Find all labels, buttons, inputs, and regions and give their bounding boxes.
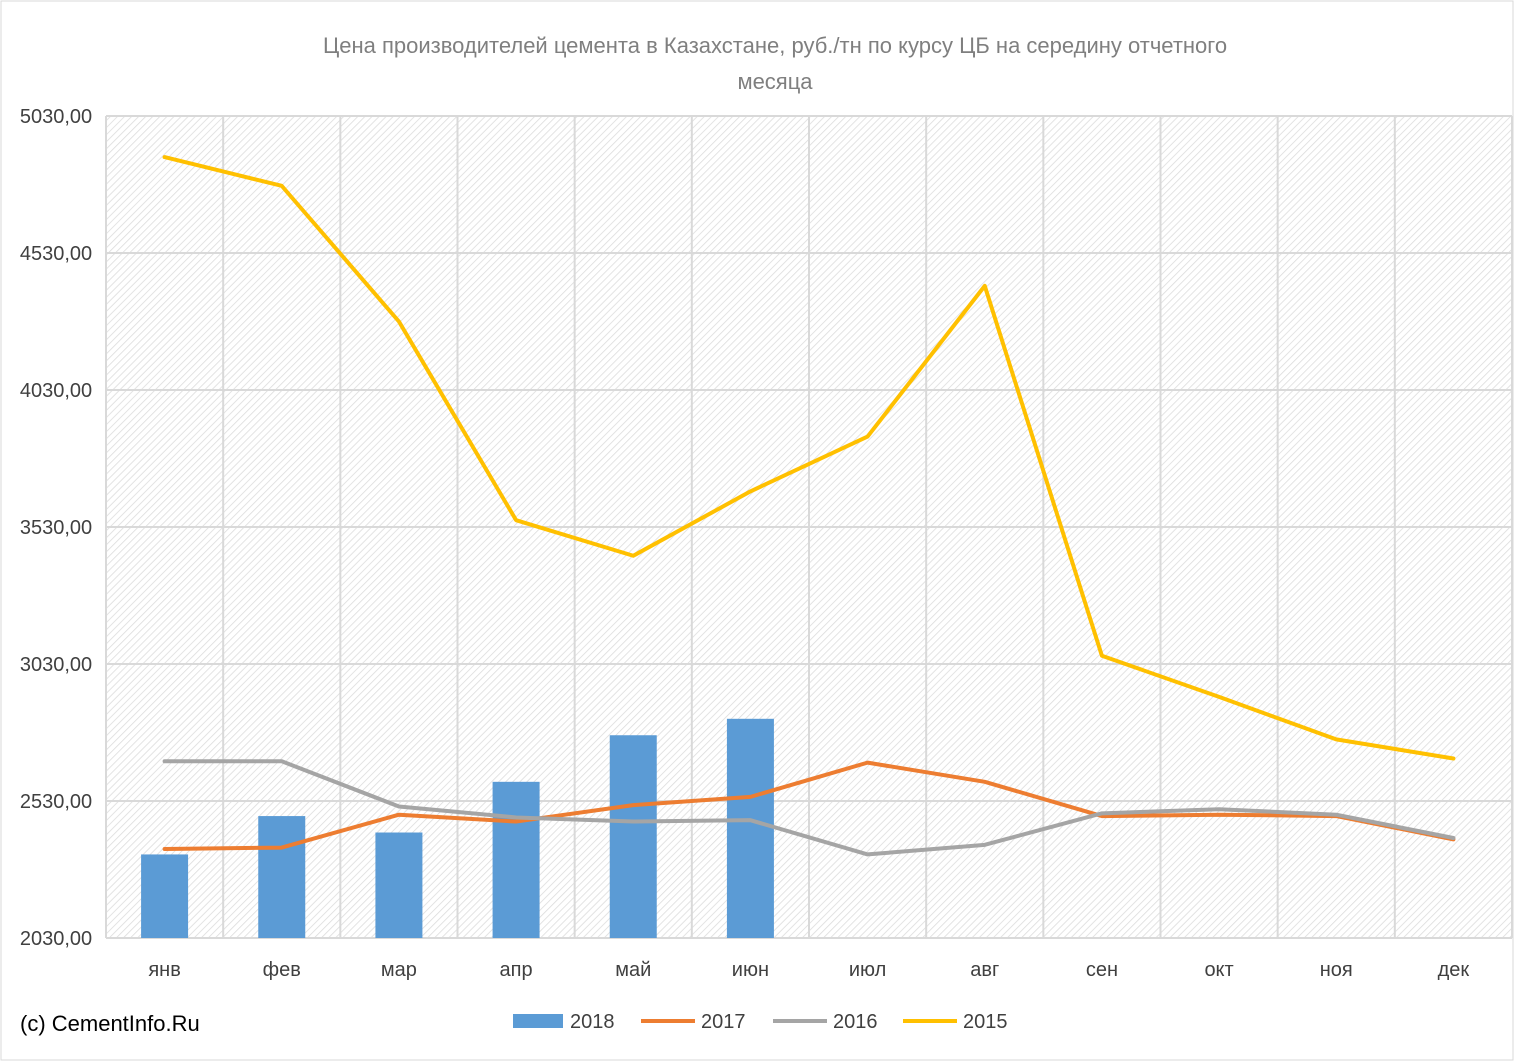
x-tick-label: дек [1438, 959, 1470, 981]
bar-2018-мар [375, 832, 423, 938]
y-tick-label: 3530,00 [20, 517, 92, 539]
x-tick-label: янв [148, 959, 181, 981]
x-tick-label: мар [381, 959, 417, 981]
x-tick-label: авг [970, 959, 999, 981]
legend: 2018 2017 2016 2015 [513, 1011, 1008, 1033]
y-axis-ticks: 5030,00 4530,00 4030,00 3530,00 3030,00 2530,… [20, 106, 92, 950]
x-tick-label: фев [263, 959, 301, 981]
y-tick-label: 2530,00 [20, 791, 92, 813]
x-axis-ticks: янв фев мар апр май июн июл авг сен окт ноя дек [148, 959, 1469, 981]
x-tick-label: апр [500, 959, 533, 981]
chart-title-line-1: Цена производителей цемента в Казахстане… [323, 33, 1227, 58]
grid-lines [105, 115, 1513, 939]
x-tick-label: окт [1204, 959, 1233, 981]
chart-title-line-2: месяца [737, 69, 813, 94]
legend-label-2018: 2018 [570, 1011, 615, 1033]
legend-label-2017: 2017 [701, 1011, 746, 1033]
y-tick-label: 4530,00 [20, 243, 92, 265]
bar-2018-май [609, 735, 657, 938]
y-tick-label: 2030,00 [20, 928, 92, 950]
bar-2018-апр [492, 781, 540, 938]
bar-series [141, 718, 774, 938]
line-series [162, 155, 1456, 857]
x-tick-label: май [615, 959, 651, 981]
y-tick-label: 4030,00 [20, 380, 92, 402]
line-series-2017 [162, 760, 1456, 851]
x-tick-label: сен [1086, 959, 1118, 981]
legend-label-2016: 2016 [833, 1011, 878, 1033]
y-tick-label: 5030,00 [20, 106, 92, 128]
copyright-label: (c) CementInfo.Ru [20, 1011, 200, 1036]
y-tick-label: 3030,00 [20, 654, 92, 676]
bar-2018-июн [726, 718, 774, 938]
line-series-2016 [162, 759, 1456, 857]
legend-swatch-2018 [513, 1014, 563, 1028]
bar-2018-янв [141, 854, 189, 938]
x-tick-label: июн [732, 959, 769, 981]
x-tick-label: ноя [1320, 959, 1353, 981]
legend-label-2015: 2015 [963, 1011, 1008, 1033]
bar-2018-фев [258, 816, 306, 938]
line-series-2015 [162, 155, 1456, 761]
x-tick-label: июл [849, 959, 886, 981]
